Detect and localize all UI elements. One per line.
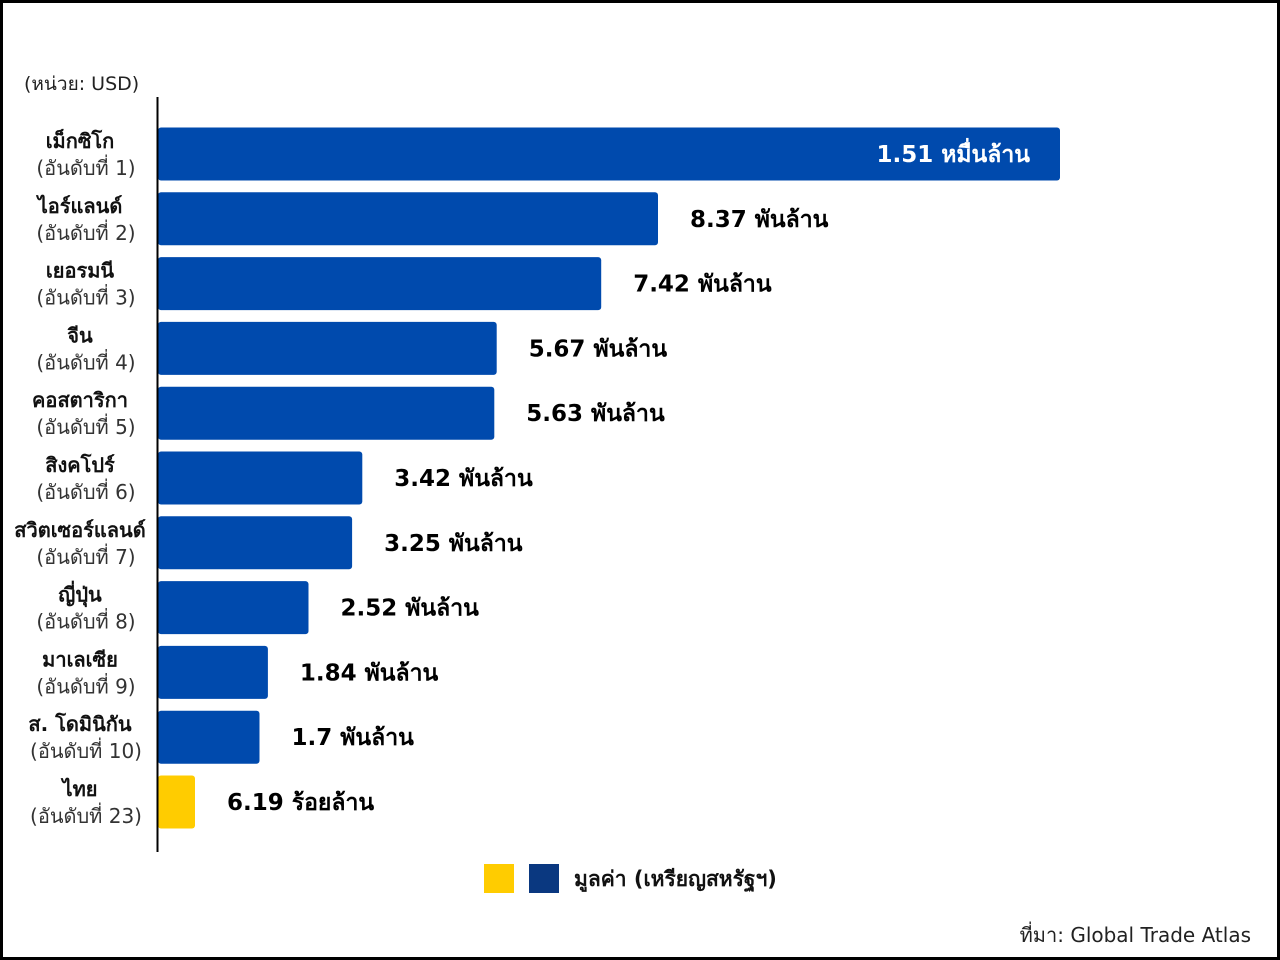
bar-3	[158, 257, 602, 311]
value-label-5: 5.63 พันล้าน	[526, 401, 665, 427]
category-name-8: ญี่ปุ่น	[58, 580, 102, 608]
bar-10	[158, 710, 260, 764]
category-name-1: เม็กซิโก	[46, 128, 115, 153]
legend: มูลค่า (เหรียญสหรัฐฯ)	[484, 864, 777, 893]
value-label-7: 3.25 พันล้าน	[384, 531, 523, 557]
legend-label: มูลค่า (เหรียญสหรัฐฯ)	[574, 867, 777, 893]
value-label-1: 1.51 หมื่นล้าน	[876, 137, 1030, 168]
value-label-8: 2.52 พันล้าน	[341, 596, 480, 622]
category-rank-11: (อันดับที่ 23)	[30, 802, 142, 828]
value-label-9: 1.84 พันล้าน	[300, 660, 439, 686]
bar-11	[158, 775, 195, 829]
value-label-10: 1.7 พันล้าน	[292, 725, 415, 751]
category-name-5: คอสตาริกา	[32, 388, 128, 412]
category-name-2: ไอร์แลนด์	[36, 194, 123, 218]
category-rank-9: (อันดับที่ 9)	[36, 672, 135, 698]
category-name-6: สิงคโปร์	[45, 453, 115, 477]
value-label-4: 5.67 พันล้าน	[529, 336, 668, 362]
category-rank-4: (อันดับที่ 4)	[36, 348, 135, 374]
category-rank-2: (อันดับที่ 2)	[36, 219, 135, 245]
bar-4	[158, 321, 497, 375]
category-rank-6: (อันดับที่ 6)	[36, 478, 135, 504]
source-note: ที่มา: Global Trade Atlas	[1020, 921, 1251, 947]
bar-8	[158, 581, 309, 635]
category-rank-8: (อันดับที่ 8)	[36, 608, 135, 634]
category-labels: เม็กซิโก(อันดับที่ 1)ไอร์แลนด์(อันดับที่…	[14, 128, 145, 828]
bar-1	[158, 127, 1060, 181]
bar-2	[158, 192, 658, 246]
category-name-4: จีน	[67, 323, 93, 347]
value-label-11: 6.19 ร้อยล้าน	[227, 790, 374, 816]
category-rank-7: (อันดับที่ 7)	[36, 543, 135, 569]
category-rank-5: (อันดับที่ 5)	[36, 413, 135, 439]
value-label-6: 3.42 พันล้าน	[394, 466, 533, 492]
category-name-11: ไทย	[61, 777, 98, 801]
category-name-9: มาเลเซีย	[42, 647, 118, 671]
legend-swatch-yellow	[484, 864, 514, 893]
category-name-3: เยอรมนี	[46, 259, 114, 283]
category-rank-1: (อันดับที่ 1)	[36, 154, 135, 180]
legend-swatch-blue	[529, 864, 559, 893]
value-labels: 1.51 หมื่นล้าน 8.37 พันล้าน 7.42 พันล้าน 5.…	[227, 137, 1030, 816]
unit-label: (หน่วย: USD)	[24, 73, 139, 95]
category-rank-10: (อันดับที่ 10)	[30, 737, 142, 763]
bars	[158, 127, 1060, 829]
category-rank-3: (อันดับที่ 3)	[36, 284, 135, 310]
bar-7	[158, 516, 353, 570]
value-label-2: 8.37 พันล้าน	[690, 207, 829, 233]
bar-9	[158, 645, 268, 699]
category-name-10: ส. โดมินิกัน	[28, 712, 131, 736]
value-label-3: 7.42 พันล้าน	[633, 272, 772, 298]
category-name-7: สวิตเซอร์แลนด์	[14, 518, 145, 542]
bar-6	[158, 451, 363, 505]
bar-5	[158, 386, 495, 440]
